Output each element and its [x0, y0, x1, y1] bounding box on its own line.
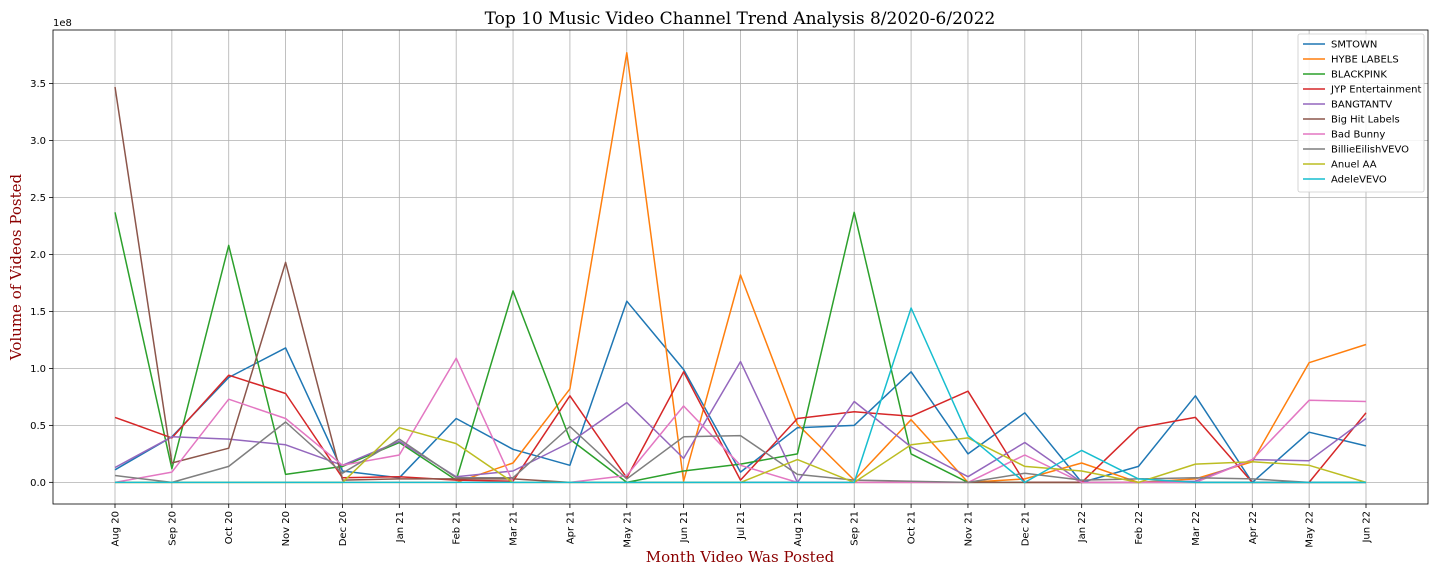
- legend-label-big-hit-labels: Big Hit Labels: [1331, 115, 1400, 126]
- x-tick-label: Dec 21: [1020, 511, 1031, 546]
- y-tick-label: 1.5: [30, 307, 46, 318]
- y-axis-label: Volume of Videos Posted: [7, 173, 25, 361]
- x-tick-label: Feb 22: [1134, 511, 1145, 545]
- y-tick-label: 3.5: [30, 79, 46, 90]
- y-axis-ticks: 0.0 0.5 1.0 1.5 2.0 2.5 3.0 3.5: [30, 79, 53, 489]
- x-tick-label: Oct 20: [224, 511, 235, 544]
- x-tick-label: Oct 21: [907, 511, 918, 544]
- x-axis-label: Month Video Was Posted: [646, 548, 835, 566]
- series-line-bad-bunny: [114, 357, 1367, 484]
- y-tick-label: 2.0: [30, 250, 46, 261]
- legend: SMTOWN HYBE LABELS BLACKPINK JYP Entertainm…: [1297, 33, 1425, 193]
- x-tick-label: Jan 22: [1077, 511, 1088, 543]
- chart-title: Top 10 Music Video Channel Trend Analysi…: [485, 9, 996, 29]
- x-tick-label: Apr 21: [565, 511, 576, 544]
- x-tick-label: Nov 20: [281, 511, 292, 546]
- x-tick-label: Dec 20: [338, 511, 349, 546]
- x-tick-label: Sep 20: [167, 511, 178, 546]
- legend-label-hybe-labels: HYBE LABELS: [1331, 55, 1399, 66]
- legend-label-adelevevo: AdeleVEVO: [1331, 175, 1387, 186]
- y-tick-label: 0.5: [30, 421, 46, 432]
- x-tick-label: Jan 21: [395, 511, 406, 543]
- x-tick-label: Jun 21: [679, 511, 690, 544]
- x-tick-label: May 22: [1305, 511, 1316, 548]
- legend-label-billieeilishvevo: BillieEilishVEVO: [1331, 145, 1409, 156]
- x-tick-label: Mar 22: [1191, 511, 1202, 546]
- x-tick-label: Apr 22: [1248, 511, 1259, 544]
- x-tick-label: Aug 21: [793, 511, 804, 546]
- x-tick-label: Aug 20: [111, 511, 122, 546]
- legend-box: [1297, 33, 1425, 193]
- series-line-billieeilishvevo: [114, 421, 1366, 484]
- y-tick-label: 0.0: [30, 478, 46, 489]
- x-tick-label: Jun 22: [1362, 511, 1373, 544]
- x-axis-ticks: Aug 20 Sep 20 Oct 20 Nov 20 Dec 20 Jan 21 Feb …: [111, 504, 1373, 548]
- legend-label-smtown: SMTOWN: [1331, 40, 1377, 51]
- x-tick-label: Feb 21: [452, 511, 463, 545]
- x-tick-label: Jul 21: [736, 511, 747, 540]
- series-line-adelevevo: [115, 307, 1366, 484]
- series-line-smtown: [114, 300, 1367, 484]
- legend-label-blackpink: BLACKPINK: [1331, 70, 1387, 81]
- legend-label-anuel-aa: Anuel AA: [1331, 160, 1377, 171]
- legend-label-jyp-entertainment: JYP Entertainment: [1330, 85, 1422, 96]
- x-tick-label: Nov 21: [963, 511, 974, 546]
- grid: [53, 30, 1428, 504]
- y-axis-multiplier: 1e8: [53, 18, 72, 29]
- x-tick-label: May 21: [622, 511, 633, 548]
- y-tick-label: 2.5: [30, 193, 46, 204]
- legend-label-bad-bunny: Bad Bunny: [1331, 130, 1385, 141]
- y-tick-label: 3.0: [30, 136, 46, 147]
- x-tick-label: Sep 21: [850, 511, 861, 546]
- x-tick-label: Mar 21: [509, 511, 520, 546]
- legend-label-bangtantv: BANGTANTV: [1331, 100, 1392, 111]
- series-lines: [114, 52, 1367, 484]
- y-tick-label: 1.0: [30, 364, 46, 375]
